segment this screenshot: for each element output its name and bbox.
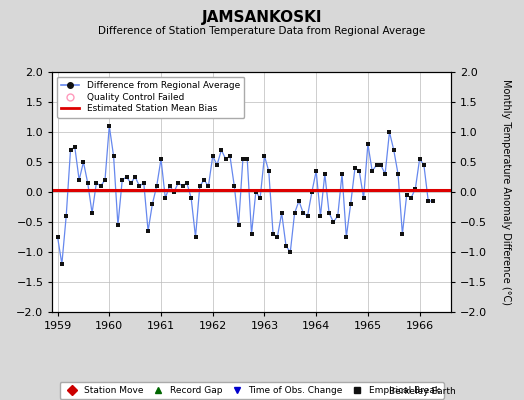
Text: JAMSANKOSKI: JAMSANKOSKI <box>202 10 322 25</box>
Legend: Station Move, Record Gap, Time of Obs. Change, Empirical Break: Station Move, Record Gap, Time of Obs. C… <box>60 382 443 399</box>
Text: Difference of Station Temperature Data from Regional Average: Difference of Station Temperature Data f… <box>99 26 425 36</box>
Y-axis label: Monthly Temperature Anomaly Difference (°C): Monthly Temperature Anomaly Difference (… <box>500 79 511 305</box>
Text: Berkeley Earth: Berkeley Earth <box>389 387 456 396</box>
